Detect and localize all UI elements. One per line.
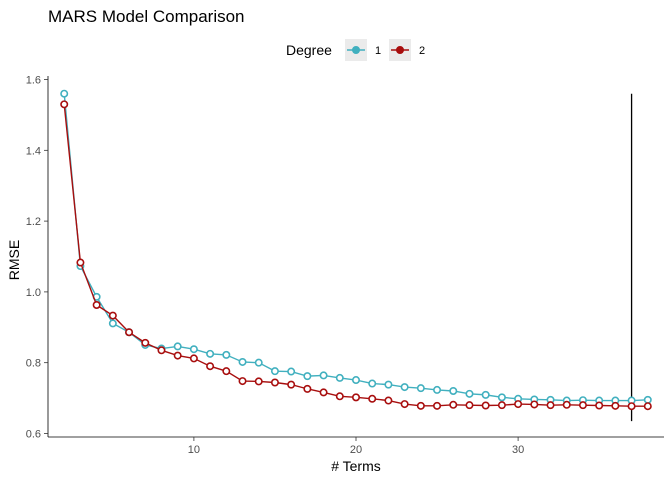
data-point (497, 401, 506, 410)
series-degree-2 (60, 100, 652, 411)
data-point (627, 402, 636, 411)
data-point (287, 380, 296, 389)
legend: Degree 1 2 (286, 39, 425, 61)
chart-title: MARS Model Comparison (48, 7, 245, 26)
data-point (206, 349, 215, 358)
data-point (287, 367, 296, 376)
x-tick-label: 20 (350, 444, 362, 456)
data-point (368, 394, 377, 403)
data-point (319, 371, 328, 380)
data-point (449, 386, 458, 395)
data-point (125, 328, 134, 337)
data-point (433, 401, 442, 410)
data-point (303, 372, 312, 381)
data-point (254, 377, 263, 386)
y-tick-label: 0.8 (26, 358, 41, 370)
data-point (60, 89, 69, 98)
data-point (384, 396, 393, 405)
y-tick-label: 1.0 (26, 287, 41, 299)
data-point (351, 393, 360, 402)
legend-key-point (396, 46, 404, 54)
data-point (416, 384, 425, 393)
data-point (611, 401, 620, 410)
data-point (238, 357, 247, 366)
data-point (157, 346, 166, 355)
y-axis-title: RMSE (6, 240, 22, 280)
data-point (319, 388, 328, 397)
data-point (384, 380, 393, 389)
series-line (63, 93, 648, 402)
data-point (189, 354, 198, 363)
x-tick-label: 30 (512, 444, 524, 456)
data-point (400, 400, 409, 409)
legend-key-2: 2 (389, 39, 425, 61)
legend-key-1: 1 (345, 39, 381, 61)
data-point (497, 393, 506, 402)
legend-title: Degree (286, 42, 332, 58)
data-point (595, 401, 604, 410)
data-point (643, 402, 652, 411)
data-point (514, 400, 523, 409)
data-point (643, 395, 652, 404)
data-point (108, 311, 117, 320)
legend-key-point (352, 46, 360, 54)
data-point (335, 392, 344, 401)
data-point (481, 390, 490, 399)
legend-label: 1 (375, 45, 381, 57)
data-point (449, 400, 458, 409)
data-point (578, 401, 587, 410)
data-point (335, 373, 344, 382)
data-point (173, 351, 182, 360)
y-tick-label: 1.6 (26, 75, 41, 87)
data-point (238, 377, 247, 386)
data-point (303, 384, 312, 393)
y-tick-label: 1.4 (26, 145, 41, 157)
data-point (270, 378, 279, 387)
data-point (546, 401, 555, 410)
data-point (433, 385, 442, 394)
data-point (222, 367, 231, 376)
plot-area: 10 20 30 0.6 0.8 1.0 1.2 1.4 1.6 (26, 75, 664, 456)
data-point (189, 345, 198, 354)
data-point (270, 367, 279, 376)
data-point (141, 338, 150, 347)
data-point (60, 100, 69, 109)
data-point (254, 358, 263, 367)
x-axis-title: # Terms (331, 458, 381, 474)
data-point (530, 400, 539, 409)
series-line (63, 104, 648, 407)
legend-label: 2 (419, 45, 425, 57)
data-point (108, 319, 117, 328)
data-point (222, 350, 231, 359)
y-tick-label: 1.2 (26, 216, 41, 228)
x-tick-label: 10 (188, 444, 200, 456)
data-point (76, 258, 85, 267)
data-point (351, 376, 360, 385)
data-point (400, 383, 409, 392)
data-point (368, 379, 377, 388)
data-point (416, 401, 425, 410)
data-point (562, 400, 571, 409)
y-tick-label: 0.6 (26, 428, 41, 440)
data-point (92, 300, 101, 309)
data-point (481, 401, 490, 410)
data-point (465, 389, 474, 398)
data-point (465, 401, 474, 410)
data-point (206, 362, 215, 371)
series-degree-1 (60, 89, 652, 405)
data-point (173, 342, 182, 351)
